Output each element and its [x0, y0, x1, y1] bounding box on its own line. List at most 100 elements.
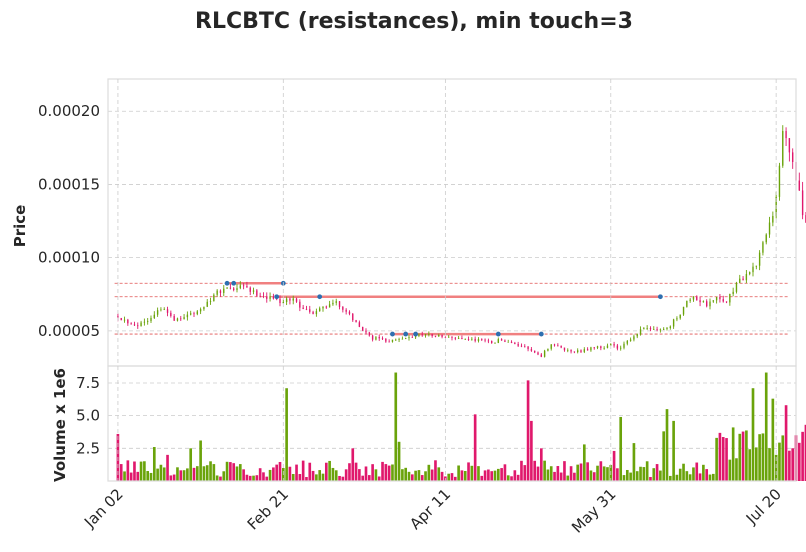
candle-body: [332, 302, 334, 305]
candle-body: [712, 300, 715, 302]
volume-bars: [116, 372, 806, 481]
volume-bar: [324, 462, 328, 481]
candle-body: [520, 345, 523, 347]
volume-bar: [510, 476, 513, 481]
candle-body: [705, 301, 708, 307]
volume-bar: [473, 414, 477, 481]
volume-bar: [741, 431, 745, 481]
volume-bar: [586, 462, 589, 481]
candle-body: [649, 328, 652, 330]
candle-body: [682, 306, 685, 315]
candle-body: [295, 298, 298, 302]
candle-body: [596, 346, 599, 348]
candle-body: [391, 339, 394, 342]
volume-bar: [291, 473, 295, 481]
volume-bar: [308, 462, 312, 481]
volume-bar: [715, 437, 718, 481]
volume-bar: [156, 468, 159, 481]
volume-bar: [202, 466, 206, 481]
volume-bar: [374, 469, 378, 481]
candle-body: [461, 338, 463, 340]
volume-bar: [238, 464, 242, 481]
candle-body: [438, 335, 440, 337]
volume-bar: [606, 467, 609, 481]
volume-bar: [797, 442, 801, 481]
candle-body: [272, 296, 275, 299]
volume-bar: [520, 460, 523, 481]
volume-bar: [424, 471, 427, 481]
candle-body: [517, 344, 519, 346]
volume-bar: [407, 471, 411, 481]
candle-body: [285, 298, 288, 303]
volume-bar: [685, 471, 689, 481]
candle-body: [232, 288, 235, 291]
volume-bar: [434, 460, 437, 481]
candle-body: [801, 190, 804, 216]
candle-body: [457, 338, 460, 339]
candle-body: [342, 306, 344, 310]
volume-bar: [321, 473, 325, 481]
candle-body: [474, 338, 476, 341]
candle-body: [583, 349, 586, 352]
touch-marker: [538, 331, 544, 337]
candle-body: [739, 278, 741, 283]
volume-bar: [262, 472, 265, 481]
candle-body: [137, 325, 139, 327]
touch-marker: [413, 331, 419, 337]
volume-bar: [328, 460, 331, 481]
volume-bar: [176, 467, 179, 481]
volume-bar: [334, 470, 338, 481]
candle-body: [557, 345, 559, 347]
volume-bar: [569, 466, 573, 481]
volume-bar: [642, 467, 646, 481]
candle-body: [484, 339, 486, 341]
volume-bar: [358, 469, 361, 481]
candle-body: [249, 287, 251, 292]
volume-bar: [735, 458, 738, 481]
candle-body: [120, 317, 122, 321]
candle-body: [262, 296, 265, 297]
volume-bar: [500, 468, 503, 481]
candle-body: [653, 329, 655, 330]
touch-marker: [657, 294, 663, 300]
price-y-ticks: 0.00005 0.00010 0.00015 0.00020: [38, 102, 100, 340]
candle-body: [444, 336, 447, 338]
candle-body: [662, 328, 665, 330]
candle-body: [748, 272, 751, 275]
candle-body: [527, 346, 529, 350]
volume-bar: [252, 475, 255, 481]
volume-bar: [629, 472, 632, 481]
volume-bar: [420, 475, 424, 481]
x-tick-label: Jul 20: [742, 485, 785, 528]
candle-body: [434, 336, 437, 337]
volume-bar: [612, 450, 616, 481]
volume-bar: [523, 465, 527, 481]
candle-body: [745, 274, 748, 281]
candle-body: [130, 323, 132, 325]
candle-body: [127, 319, 129, 324]
volume-bar: [579, 463, 583, 481]
volume-bar: [530, 420, 533, 481]
candle-body: [206, 301, 208, 307]
candle-body: [500, 339, 503, 341]
volume-bar: [189, 448, 193, 481]
candle-body: [752, 266, 754, 273]
candle-body: [656, 329, 658, 330]
volume-bar: [483, 470, 487, 481]
candle-body: [629, 339, 632, 341]
volume-bar: [662, 431, 666, 481]
candle-body: [447, 336, 450, 338]
candle-body: [729, 293, 731, 303]
candle-body: [686, 300, 688, 307]
candle-body: [219, 290, 222, 293]
volume-bar: [265, 476, 269, 481]
x-tick-label: Jan 02: [80, 485, 127, 532]
candle-body: [530, 349, 533, 351]
candle-body: [639, 329, 642, 335]
candle-body: [312, 311, 314, 315]
candle-body: [643, 328, 645, 330]
volume-bar: [589, 470, 593, 481]
volume-bar: [702, 464, 705, 481]
candle-body: [735, 282, 738, 292]
